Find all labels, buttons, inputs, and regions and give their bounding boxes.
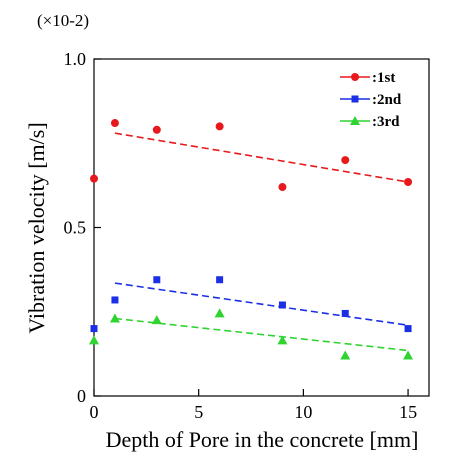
data-points — [89, 119, 414, 360]
axis-ticks: 0 5 10 15 0 0.5 1.0 — [64, 49, 418, 422]
data-point-1st — [341, 156, 350, 165]
data-point-2nd — [216, 276, 224, 284]
y-axis-label: Vibration velocity [m/s] — [24, 122, 49, 333]
y-tick-label: 0.5 — [64, 218, 87, 238]
x-tick-label: 0 — [90, 402, 99, 422]
trend-line-2nd — [114, 282, 409, 327]
plot-frame — [93, 58, 430, 397]
data-point-3rd — [151, 315, 162, 325]
trend-line-3rd — [114, 317, 409, 352]
data-point-3rd — [403, 350, 414, 360]
scale-note: (×10-2) — [37, 11, 89, 30]
data-point-1st — [90, 174, 98, 183]
data-point-2nd — [404, 325, 412, 333]
legend-marker-3rd — [350, 116, 360, 125]
trend-line-1st — [114, 132, 409, 183]
x-axis-label: Depth of Pore in the concrete [mm] — [106, 427, 419, 452]
y-tick-label: 0 — [77, 386, 86, 406]
legend-marker-1st — [351, 73, 359, 81]
legend-marker-2nd — [351, 95, 359, 103]
data-point-1st — [278, 183, 287, 192]
data-point-1st — [152, 125, 161, 134]
trend-lines — [114, 132, 409, 352]
data-point-1st — [404, 178, 413, 187]
data-point-2nd — [90, 325, 98, 333]
data-point-2nd — [153, 276, 161, 284]
legend-label-3rd: :3rd — [372, 114, 400, 130]
data-point-3rd — [214, 308, 225, 318]
legend-label-2nd: :2nd — [372, 92, 402, 108]
x-tick-label: 5 — [194, 402, 203, 422]
x-tick-label: 15 — [399, 402, 417, 422]
legend: :1st :2nd :3rd — [340, 70, 402, 130]
data-point-3rd — [109, 313, 120, 323]
legend-label-1st: :1st — [372, 70, 395, 86]
data-point-1st — [215, 122, 224, 131]
data-point-1st — [110, 119, 119, 128]
data-point-3rd — [89, 335, 99, 345]
data-point-2nd — [111, 296, 119, 304]
x-tick-label: 10 — [294, 402, 312, 422]
data-point-3rd — [277, 335, 288, 345]
data-point-2nd — [341, 309, 349, 317]
data-point-3rd — [340, 350, 351, 360]
data-point-2nd — [278, 301, 286, 309]
y-tick-label: 1.0 — [64, 49, 87, 69]
